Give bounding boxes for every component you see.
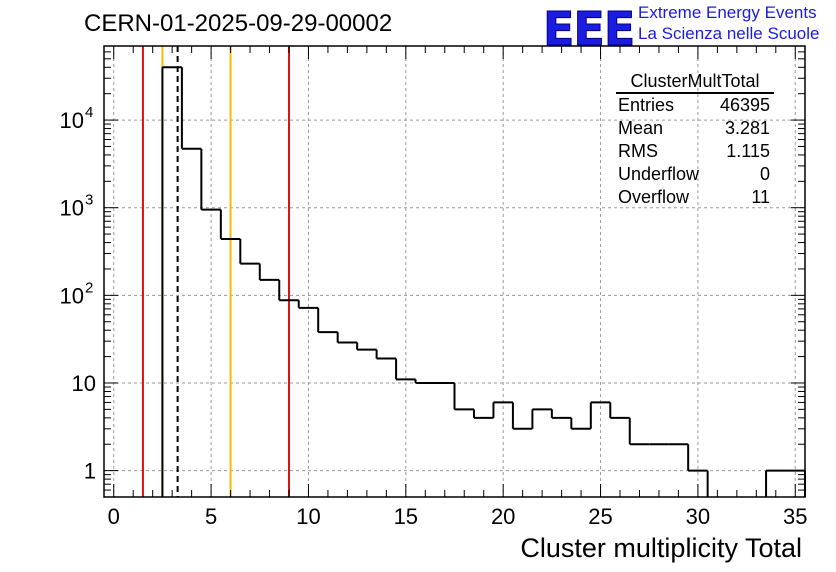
y-tick-label: 1	[84, 459, 96, 484]
stats-value: 11	[751, 187, 770, 207]
y-tick-label: 10 3	[60, 192, 94, 221]
stats-box: ClusterMultTotal Entries 46395 Mean 3.28…	[610, 70, 780, 209]
y-tick-base: 10	[60, 283, 84, 308]
stats-value: 0	[759, 164, 770, 184]
histogram-bin	[336, 332, 358, 344]
stats-value: 46395	[719, 95, 770, 115]
y-tick-base: 1	[84, 459, 96, 484]
y-tick-base: 10	[60, 196, 84, 221]
x-tick-label: 35	[783, 504, 807, 529]
x-tick-label: 10	[296, 504, 320, 529]
histogram-bin	[589, 401, 611, 429]
histogram-bin	[550, 409, 572, 419]
stats-title: ClusterMultTotal	[616, 70, 774, 94]
logo-subtitle-line1: Extreme Energy Events	[638, 3, 817, 22]
histogram-bin	[200, 148, 221, 211]
histogram-bin	[375, 349, 397, 360]
stats-row-mean: Mean 3.281	[610, 117, 780, 140]
y-tick-label: 10 4	[60, 104, 94, 133]
x-tick-label: 30	[686, 504, 710, 529]
stats-row-entries: Entries 46395	[610, 94, 780, 117]
histogram-bin	[628, 417, 650, 446]
histogram-bin	[765, 469, 786, 497]
histogram-bin	[395, 358, 416, 381]
histogram-bin	[317, 307, 338, 334]
histogram-bin	[531, 408, 552, 429]
x-axis-label: Cluster multiplicity Total	[520, 533, 802, 563]
histogram-bin	[278, 279, 299, 302]
y-tick-base: 10	[72, 371, 96, 396]
x-tick-label: 25	[588, 504, 612, 529]
histogram-bin	[219, 209, 241, 240]
histogram-bin	[258, 263, 280, 281]
stats-row-rms: RMS 1.115	[610, 140, 780, 163]
stats-label: Mean	[618, 118, 664, 138]
histogram-bin	[356, 342, 377, 351]
x-tick-label: 15	[394, 504, 418, 529]
x-tick-label: 20	[491, 504, 515, 529]
stats-label: Underflow	[618, 164, 700, 184]
stats-row-underflow: Underflow 0	[610, 163, 780, 186]
stats-label: Entries	[618, 95, 675, 115]
histogram-bin	[297, 300, 319, 309]
eee-logo: EEE	[542, 2, 635, 57]
stats-label: RMS	[618, 141, 658, 161]
plot-frame	[103, 45, 806, 498]
x-tick-label: 5	[205, 504, 217, 529]
stats-value: 3.281	[724, 118, 770, 138]
histogram-bin	[414, 379, 436, 384]
stats-value: 1.115	[726, 141, 770, 161]
histogram-bin	[180, 67, 202, 150]
y-tick-label: 10	[72, 371, 96, 396]
y-tick-label: 10 2	[60, 279, 94, 308]
y-tick-exponent: 4	[85, 104, 93, 121]
histogram-bin	[687, 444, 708, 472]
chart-title: CERN-01-2025-09-29-00002	[84, 10, 393, 37]
histogram-bin	[609, 402, 630, 419]
y-tick-exponent: 2	[85, 279, 93, 296]
histogram-bin	[570, 417, 591, 430]
histogram-bin	[472, 409, 494, 419]
histogram-bin	[492, 401, 513, 418]
logo-subtitle-line2: La Scienza nelle Scuole	[638, 24, 820, 43]
stats-row-overflow: Overflow 11	[610, 186, 780, 209]
stats-label: Overflow	[618, 187, 690, 207]
histogram-bin	[511, 402, 533, 430]
histogram-bin	[161, 66, 182, 497]
y-tick-base: 10	[60, 108, 84, 133]
x-tick-label: 0	[108, 504, 120, 529]
histogram-bin	[453, 382, 474, 411]
y-tick-exponent: 3	[85, 192, 93, 209]
histogram-bin	[239, 238, 260, 265]
